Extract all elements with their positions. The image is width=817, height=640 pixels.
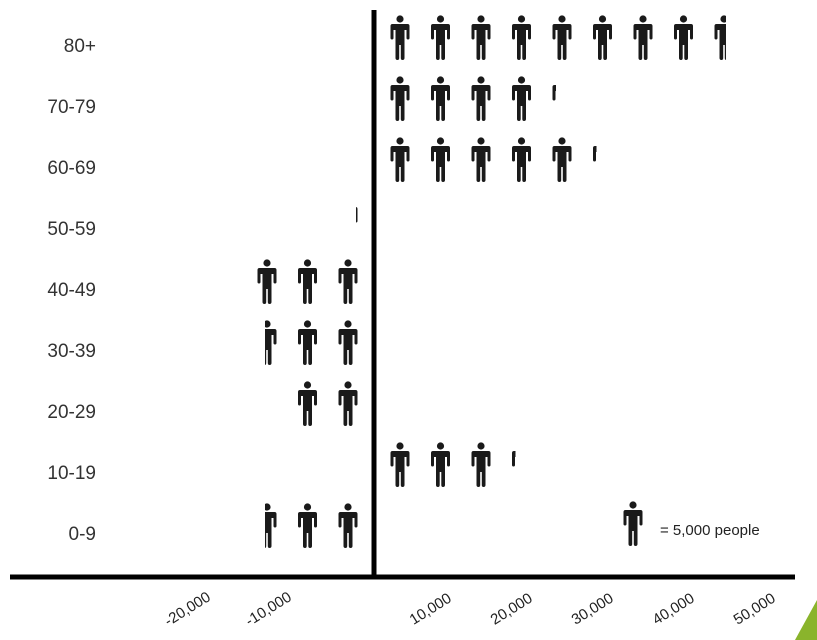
person-icon bbox=[552, 137, 572, 182]
axes-layer bbox=[10, 10, 795, 580]
person-icon bbox=[338, 259, 358, 304]
x-tick-label: 40,000 bbox=[650, 590, 698, 629]
pictogram-row: 10-19 bbox=[47, 442, 516, 487]
person-icon bbox=[471, 442, 491, 487]
row-label: 70-79 bbox=[47, 97, 96, 118]
person-icon bbox=[471, 76, 491, 121]
partial-person-icon bbox=[714, 15, 726, 60]
person-icon bbox=[390, 442, 410, 487]
x-tick-label: -20,000 bbox=[162, 588, 214, 629]
person-icon bbox=[390, 15, 410, 60]
accent-layer bbox=[795, 600, 817, 640]
person-icon bbox=[390, 137, 410, 182]
pictogram-row: 60-69 bbox=[47, 137, 597, 182]
person-icon bbox=[390, 76, 410, 121]
pictogram-row: 70-79 bbox=[47, 76, 556, 121]
row-label: 80+ bbox=[64, 36, 96, 57]
person-icon bbox=[471, 15, 491, 60]
person-icon bbox=[298, 503, 317, 548]
person-icon bbox=[298, 381, 317, 426]
row-label: 60-69 bbox=[47, 158, 96, 179]
row-label: 20-29 bbox=[47, 402, 96, 423]
x-tick-label: 50,000 bbox=[731, 590, 779, 629]
person-icon bbox=[552, 15, 572, 60]
legend-person-icon bbox=[623, 501, 643, 546]
row-label: 0-9 bbox=[69, 524, 96, 545]
partial-person-icon bbox=[552, 76, 556, 121]
x-tick-label: 30,000 bbox=[569, 590, 617, 629]
person-icon bbox=[338, 503, 358, 548]
x-tick-label: -10,000 bbox=[243, 588, 295, 629]
row-label: 50-59 bbox=[47, 219, 96, 240]
person-icon bbox=[593, 15, 612, 60]
person-icon bbox=[512, 137, 531, 182]
person-icon bbox=[298, 320, 317, 365]
legend: = 5,000 people bbox=[623, 501, 760, 546]
person-icon bbox=[338, 381, 358, 426]
person-icon bbox=[633, 15, 653, 60]
person-icon bbox=[431, 442, 450, 487]
pictogram-row: 30-39 bbox=[47, 320, 358, 365]
pictogram-row: 20-29 bbox=[47, 381, 358, 426]
pictogram-row: 80+ bbox=[64, 15, 726, 60]
person-icon bbox=[431, 76, 450, 121]
person-icon bbox=[431, 15, 450, 60]
x-tick-label: 10,000 bbox=[407, 590, 455, 629]
partial-person-icon bbox=[356, 198, 358, 243]
x-tick-label: 20,000 bbox=[488, 590, 536, 629]
partial-person-icon bbox=[265, 503, 277, 548]
pictogram-row: 50-59 bbox=[47, 198, 358, 243]
person-icon bbox=[471, 137, 491, 182]
legend-text: = 5,000 people bbox=[660, 522, 760, 539]
person-icon bbox=[431, 137, 450, 182]
person-icon bbox=[298, 259, 317, 304]
person-icon bbox=[674, 15, 693, 60]
ticks-layer: -20,000 -10,000 10,000 20,000 30,000 40,000 50… bbox=[162, 588, 779, 629]
person-icon bbox=[512, 76, 531, 121]
row-label: 30-39 bbox=[47, 341, 96, 362]
partial-person-icon bbox=[265, 320, 277, 365]
partial-person-icon bbox=[512, 442, 516, 487]
person-icon bbox=[338, 320, 358, 365]
corner-accent bbox=[795, 600, 817, 640]
row-label: 10-19 bbox=[47, 463, 96, 484]
person-icon bbox=[512, 15, 531, 60]
pictogram-row: 0-9 bbox=[69, 503, 358, 548]
row-label: 40-49 bbox=[47, 280, 96, 301]
person-icon bbox=[257, 259, 277, 304]
pictogram-row: 40-49 bbox=[47, 259, 358, 304]
rows-layer: 80+ 70-79 60-69 50-59 40-49 30-39 20-29 10-19 0-… bbox=[47, 15, 726, 548]
partial-person-icon bbox=[593, 137, 597, 182]
